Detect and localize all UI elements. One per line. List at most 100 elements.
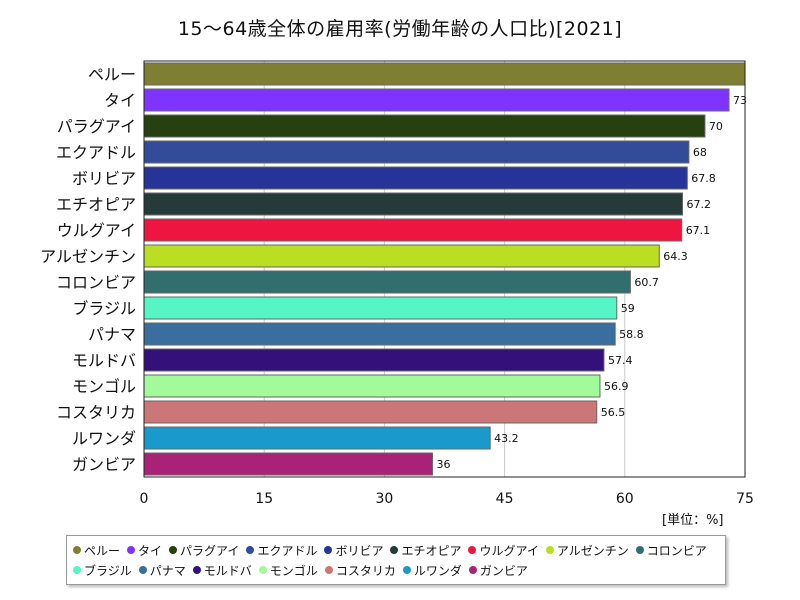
bar-chart: ペルータイパラグアイエクアドルボリビアエチオピアウルグアイアルゼンチンコロンビア… bbox=[40, 60, 754, 507]
legend-label: ルワンダ bbox=[413, 563, 462, 578]
bar bbox=[143, 270, 631, 294]
value-label: 57.4 bbox=[608, 354, 633, 367]
legend-swatch bbox=[468, 546, 477, 554]
legend-swatch bbox=[246, 546, 255, 554]
legend-label: モルドバ bbox=[203, 563, 252, 578]
legend-item: タイ bbox=[127, 540, 162, 560]
value-label: 59 bbox=[621, 302, 635, 315]
legend-swatch bbox=[169, 546, 178, 554]
legend-label: ペルー bbox=[84, 543, 121, 558]
x-tick-label: 45 bbox=[496, 491, 514, 507]
legend-item: ボリビア bbox=[324, 540, 383, 560]
x-tick-labels: 0 15 30 45 60 75 bbox=[140, 491, 754, 507]
category-label: ウルグアイ bbox=[57, 221, 136, 240]
value-label: 68 bbox=[693, 146, 707, 159]
value-label: 60.7 bbox=[634, 276, 659, 289]
legend-swatch bbox=[635, 546, 644, 554]
legend-swatch bbox=[545, 546, 554, 554]
legend-item: ウルグアイ bbox=[468, 540, 539, 560]
legend-label: アルゼンチン bbox=[556, 543, 629, 558]
legend-label: モンゴル bbox=[269, 563, 318, 578]
legend-label: エチオピア bbox=[401, 543, 462, 558]
bar bbox=[143, 452, 433, 476]
legend-swatch bbox=[192, 566, 201, 574]
legend-item: パナマ bbox=[138, 560, 186, 580]
bar bbox=[143, 218, 683, 242]
chart-title: 15〜64歳全体の雇用率(労働年齢の人口比)[2021] bbox=[177, 18, 623, 40]
legend-item: ルワンダ bbox=[402, 560, 462, 580]
value-label: 58.8 bbox=[619, 328, 644, 341]
legend-label: パナマ bbox=[149, 563, 186, 578]
legend-label: パラグアイ bbox=[180, 543, 240, 558]
value-label: 67.8 bbox=[691, 172, 716, 185]
bar bbox=[143, 322, 616, 346]
category-label: ペルー bbox=[88, 65, 136, 84]
legend-item: ブラジル bbox=[73, 560, 132, 580]
x-tick-label: 30 bbox=[375, 491, 393, 507]
value-label: 43.2 bbox=[494, 432, 519, 445]
value-label: 67.1 bbox=[686, 224, 711, 237]
legend-label: ブラジル bbox=[84, 563, 132, 578]
legend-item: モンゴル bbox=[258, 560, 318, 580]
legend-label: ボリビア bbox=[335, 543, 384, 558]
category-label: パナマ bbox=[88, 325, 136, 344]
legend-label: エクアドル bbox=[257, 543, 318, 558]
legend-swatch bbox=[138, 566, 147, 574]
legend-swatch bbox=[324, 566, 333, 574]
bar bbox=[143, 426, 491, 450]
plot-frame bbox=[143, 60, 746, 478]
bar bbox=[143, 140, 690, 164]
legend-swatch bbox=[73, 566, 81, 574]
legend-item: ペルー bbox=[73, 540, 120, 560]
legend-item: パラグアイ bbox=[169, 540, 239, 560]
category-label: タイ bbox=[104, 91, 136, 110]
category-label: コスタリカ bbox=[56, 403, 136, 422]
category-label: エチオピア bbox=[56, 195, 136, 214]
legend: ペルー タイ パラグアイ エクアドル ボリビア エチオピア ウルグアイ アルゼンチン コロンビア… bbox=[66, 535, 726, 585]
value-label: 36 bbox=[436, 458, 450, 471]
legend-swatch bbox=[390, 546, 399, 554]
bar bbox=[143, 88, 730, 112]
category-label: ボリビア bbox=[72, 169, 136, 188]
category-label: コロンビア bbox=[56, 273, 136, 292]
value-label: 73 bbox=[733, 94, 747, 107]
legend-swatch bbox=[258, 566, 267, 574]
category-label: モンゴル bbox=[72, 377, 136, 396]
category-label: ブラジル bbox=[72, 299, 136, 318]
value-label: 64.3 bbox=[663, 250, 688, 263]
legend-swatch bbox=[324, 546, 333, 554]
legend-item: ガンビア bbox=[468, 560, 528, 580]
legend-swatch bbox=[468, 566, 477, 574]
legend-swatch bbox=[127, 546, 136, 554]
legend-label: ガンビア bbox=[479, 563, 528, 578]
bar bbox=[143, 400, 598, 424]
legend-item: アルゼンチン bbox=[545, 540, 629, 560]
x-tick-label: 15 bbox=[255, 491, 273, 507]
bar bbox=[143, 62, 746, 86]
bar bbox=[143, 296, 618, 320]
value-label: 56.9 bbox=[604, 380, 629, 393]
category-labels: ペルータイパラグアイエクアドルボリビアエチオピアウルグアイアルゼンチンコロンビア… bbox=[40, 65, 136, 474]
legend-label: タイ bbox=[138, 543, 163, 558]
legend-item: エクアドル bbox=[246, 540, 317, 560]
legend-item: エチオピア bbox=[390, 540, 461, 560]
bar bbox=[143, 192, 683, 216]
bars bbox=[143, 62, 746, 476]
category-label: モルドバ bbox=[72, 351, 136, 370]
legend-item: モルドバ bbox=[192, 560, 252, 580]
bar bbox=[143, 244, 660, 268]
legend-item: コスタリカ bbox=[324, 560, 396, 580]
x-tick-label: 75 bbox=[736, 491, 754, 507]
value-label: 56.5 bbox=[601, 406, 626, 419]
category-label: パラグアイ bbox=[57, 117, 136, 136]
bar bbox=[143, 114, 706, 138]
legend-swatch bbox=[73, 546, 81, 554]
bar bbox=[143, 166, 688, 190]
category-label: エクアドル bbox=[56, 143, 136, 162]
bar bbox=[143, 374, 601, 398]
category-label: アルゼンチン bbox=[40, 247, 136, 266]
bar bbox=[143, 348, 605, 372]
category-label: ルワンダ bbox=[72, 429, 136, 448]
category-label: ガンビア bbox=[72, 455, 136, 474]
legend-label: コスタリカ bbox=[335, 563, 396, 578]
